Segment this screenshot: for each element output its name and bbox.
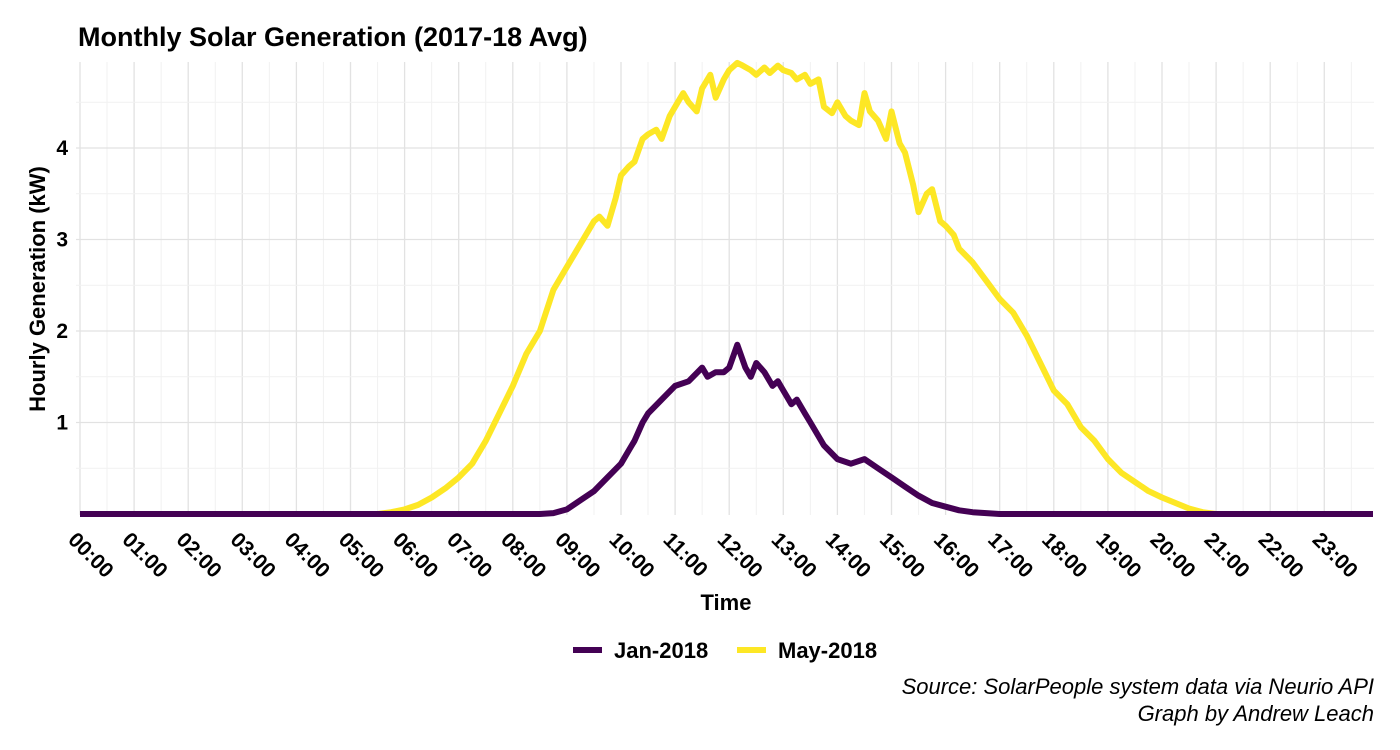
x-tick-label: 05:00 [334,528,388,582]
x-tick-label: 20:00 [1145,528,1199,582]
y-tick-labels: 1 2 3 4 [56,137,68,435]
x-tick-label: 09:00 [550,528,604,582]
source-caption: Source: SolarPeople system data via Neur… [901,674,1374,699]
x-tick-label: 14:00 [821,528,875,582]
y-tick-label: 4 [56,137,68,160]
y-tick-label: 1 [56,412,68,435]
x-tick-label: 15:00 [875,528,929,582]
legend-label-jan-2018: Jan-2018 [614,638,708,663]
x-tick-label: 18:00 [1037,528,1091,582]
x-tick-label: 04:00 [280,528,334,582]
x-tick-label: 23:00 [1308,528,1362,582]
legend: Jan-2018 May-2018 [573,638,877,663]
x-tick-label: 21:00 [1200,528,1254,582]
series-lines [80,59,1373,517]
x-tick-label: 19:00 [1091,528,1145,582]
x-tick-label: 12:00 [713,528,767,582]
chart-caption: Source: SolarPeople system data via Neur… [902,673,1374,727]
x-tick-label: 22:00 [1254,528,1308,582]
y-tick-label: 2 [56,320,68,343]
y-axis-label: Hourly Generation (kW) [25,166,50,412]
x-tick-label: 17:00 [983,528,1037,582]
author-caption: Graph by Andrew Leach [1137,701,1374,726]
x-axis-label: Time [701,590,752,615]
x-tick-label: 06:00 [388,528,442,582]
x-tick-label: 08:00 [496,528,550,582]
legend-label-may-2018: May-2018 [778,638,877,663]
series-line-may-2018 [80,59,1373,517]
x-tick-label: 02:00 [172,528,226,582]
y-tick-label: 3 [56,229,68,252]
x-tick-label: 01:00 [118,528,172,582]
chart-title: Monthly Solar Generation (2017-18 Avg) [78,22,588,52]
x-tick-label: 10:00 [604,528,658,582]
x-tick-label: 11:00 [659,528,712,581]
x-tick-label: 07:00 [442,528,496,582]
grid-lines [76,62,1374,515]
x-tick-label: 00:00 [63,528,117,582]
x-tick-label: 16:00 [929,528,983,582]
x-tick-labels: 00:00 01:00 02:00 03:00 04:00 05:00 06:00 07:00… [63,528,1362,582]
series-line-jan-2018 [80,341,1373,517]
x-tick-label: 03:00 [226,528,280,582]
x-tick-label: 13:00 [767,528,821,582]
